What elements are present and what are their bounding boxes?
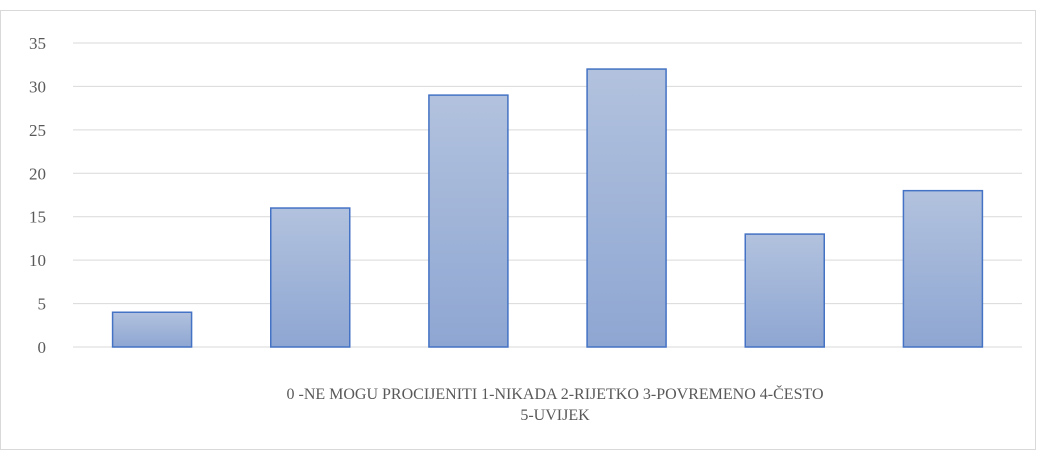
y-tick-label: 0	[38, 338, 47, 357]
bar-chart: 0 5 10 15 20 25 30 35	[29, 34, 1022, 357]
bar-3	[586, 68, 667, 348]
bar-5	[902, 189, 984, 348]
y-tick-label: 25	[29, 121, 46, 140]
x-axis-label-line-2: 5-UVIJEK	[520, 407, 590, 424]
y-tick-label: 35	[29, 34, 46, 53]
bar-2	[428, 94, 509, 348]
y-tick-label: 30	[29, 77, 46, 96]
bar-1	[270, 207, 351, 348]
x-axis-label: 0 -NE MOGU PROCIJENITI 1-NIKADA 2-RIJETK…	[0, 384, 1038, 426]
bar-4	[744, 233, 825, 348]
y-tick-label: 10	[29, 251, 46, 270]
bar-0	[111, 311, 193, 348]
x-axis-label-line-1: 0 -NE MOGU PROCIJENITI 1-NIKADA 2-RIJETK…	[286, 386, 824, 403]
y-tick-label: 15	[29, 208, 46, 227]
chart-frame	[0, 10, 1036, 450]
y-tick-label: 20	[29, 164, 46, 183]
y-tick-label: 5	[38, 295, 47, 314]
